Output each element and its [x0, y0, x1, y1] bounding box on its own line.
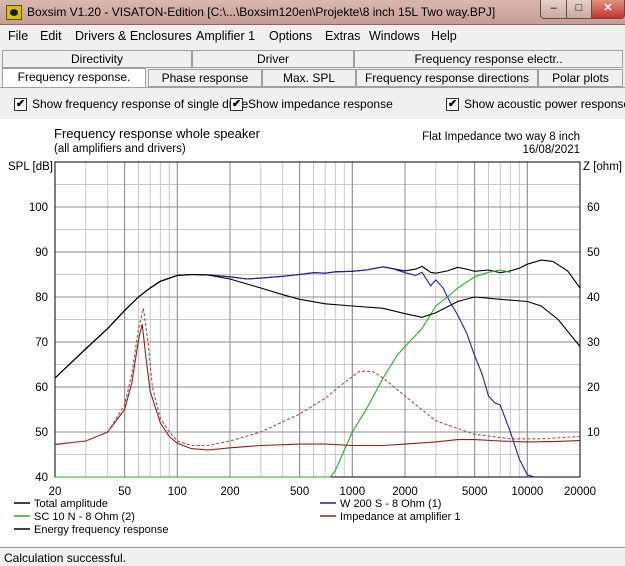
chart-panel: Frequency response whole speaker (all amp… [0, 119, 625, 546]
series-line-2 [55, 269, 511, 478]
tab-frequency-response-electr[interactable]: Frequency response electr.. [354, 50, 623, 68]
y2-tick-label: 10 [587, 427, 600, 439]
legend-label: Energy frequency response [34, 524, 169, 536]
series-line-5 [54, 308, 581, 447]
x-tick-label: 200 [220, 486, 239, 498]
x-tick-label: 5000 [462, 486, 488, 498]
status-bar: Calculation successful. [0, 547, 625, 566]
menu-options[interactable]: Options [269, 29, 313, 43]
x-tick-label: 20000 [564, 486, 596, 498]
menu-drivers-enclosures[interactable]: Drivers & Enclosures [75, 29, 192, 43]
single-drive-label: Show frequency response of single drive [32, 97, 249, 111]
menu-file[interactable]: File [8, 29, 29, 43]
x-tick-label: 20 [49, 486, 62, 498]
title-bar[interactable]: Boxsim V1.20 - VISATON-Edition [C:\...\B… [0, 0, 625, 25]
chart-subtitle: (all amplifiers and drivers) [54, 143, 186, 155]
y-tick-label: 80 [35, 292, 48, 304]
menu-windows[interactable]: Windows [369, 29, 420, 43]
legend-label: Total amplitude [34, 498, 108, 510]
x-tick-label: 2000 [392, 486, 418, 498]
acoustic-power-checkbox[interactable]: ✔ [446, 98, 459, 111]
menu-amplifier[interactable]: Amplifier 1 [196, 29, 256, 43]
legend-label: SC 10 N - 8 Ohm (2) [34, 511, 135, 523]
x-tick-label: 500 [290, 486, 309, 498]
menu-bar: File Edit Drivers & Enclosures Amplifier… [0, 26, 625, 47]
y-tick-label: 60 [35, 382, 48, 394]
maximize-button[interactable]: □ [566, 0, 592, 19]
y-tick-label: 50 [35, 427, 48, 439]
x-tick-label: 100 [168, 486, 187, 498]
impedance-label: Show impedance response [248, 97, 393, 111]
chart-date: 16/08/2021 [522, 144, 580, 156]
y-tick-label: 70 [35, 337, 48, 349]
legend-label: W 200 S - 8 Ohm (1) [340, 498, 441, 510]
menu-help[interactable]: Help [431, 29, 457, 43]
y-tick-label: 40 [35, 472, 48, 484]
series-line-3 [54, 273, 581, 379]
y2-tick-label: 20 [587, 382, 600, 394]
tab-divider [0, 87, 625, 88]
status-text: Calculation successful. [4, 551, 127, 565]
y-axis-label: SPL [dB] [8, 161, 53, 173]
app-icon [6, 5, 22, 20]
close-button[interactable]: ✕ [591, 0, 625, 19]
tab-frequency-response[interactable]: Frequency response. [2, 68, 146, 88]
menu-extras[interactable]: Extras [325, 29, 361, 43]
x-tick-label: 50 [118, 486, 131, 498]
menu-edit[interactable]: Edit [40, 29, 62, 43]
series-line-4 [54, 323, 581, 451]
impedance-checkbox[interactable]: ✔ [230, 98, 243, 111]
frequency-response-chart: Frequency response whole speaker (all amp… [8, 126, 622, 536]
y-tick-label: 90 [35, 247, 48, 259]
tab-directivity[interactable]: Directivity [2, 50, 192, 68]
y-tick-label: 100 [29, 202, 48, 214]
acoustic-power-label: Show acoustic power response [464, 97, 625, 111]
legend-label: Impedance at amplifier 1 [340, 511, 460, 523]
project-name: Flat Impedance two way 8 inch [422, 131, 580, 143]
x-tick-label: 1000 [340, 486, 366, 498]
window-title: Boxsim V1.20 - VISATON-Edition [C:\...\B… [27, 5, 496, 19]
tab-frequency-response-directions[interactable]: Frequency response directions [356, 69, 538, 87]
tab-max-spl[interactable]: Max. SPL [262, 69, 356, 87]
y2-tick-label: 50 [587, 247, 600, 259]
tab-polar-plots[interactable]: Polar plots [538, 69, 623, 87]
minimize-button[interactable]: – [540, 0, 567, 19]
y2-axis-label: Z [ohm] [583, 161, 622, 173]
y2-tick-label: 60 [587, 202, 600, 214]
y2-tick-label: 40 [587, 292, 600, 304]
y2-tick-label: 30 [587, 337, 600, 349]
tab-phase-response[interactable]: Phase response [148, 69, 262, 87]
single-drive-checkbox[interactable]: ✔ [14, 98, 27, 111]
x-tick-label: 10000 [511, 486, 543, 498]
chart-title: Frequency response whole speaker [54, 126, 261, 141]
tab-driver[interactable]: Driver [192, 50, 354, 68]
